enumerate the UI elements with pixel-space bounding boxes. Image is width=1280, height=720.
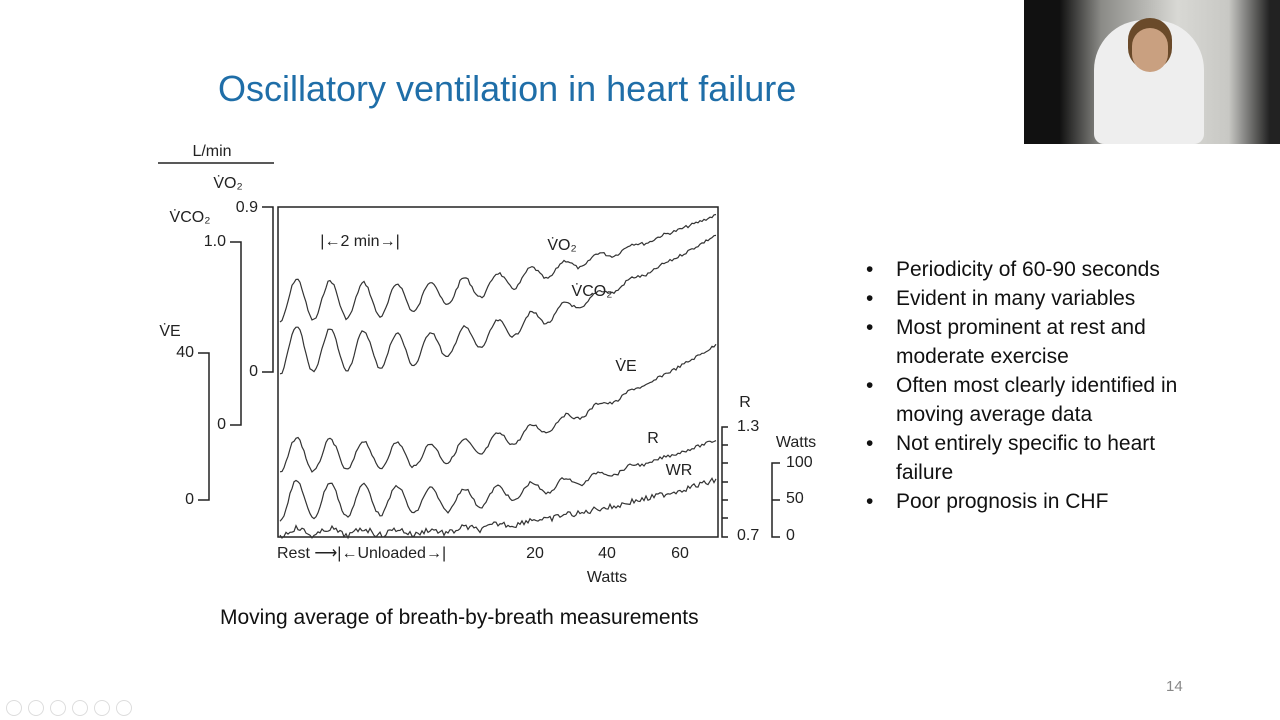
label: V̇CO₂ [572, 282, 613, 300]
page-number: 14 [1166, 678, 1183, 695]
slide-toolbar[interactable] [6, 700, 132, 716]
slide-title: Oscillatory ventilation in heart failure [218, 68, 797, 109]
bullet: Poor prognosis in CHF [866, 487, 1196, 516]
label: Rest ⟶|←Unloaded→| [277, 545, 446, 562]
label: WR [666, 462, 693, 479]
label: 1.3 [737, 418, 759, 435]
label: V̇E [615, 357, 636, 375]
label: 0 [185, 491, 194, 508]
figure-labels: L/min V̇O₂ V̇CO₂ 0.9 1.0 V̇E 40 0 0 0 |←… [159, 143, 816, 586]
label: 100 [786, 454, 813, 471]
trace [279, 213, 717, 323]
traces [279, 213, 717, 540]
label: 20 [526, 545, 544, 562]
label: 40 [598, 545, 616, 562]
label: 60 [671, 545, 689, 562]
label: Watts [587, 569, 627, 586]
bullet: Often most clearly identified in moving … [866, 371, 1196, 429]
label: V̇CO₂ [170, 208, 211, 226]
label: V̇O₂ [213, 174, 242, 192]
label: L/min [192, 143, 231, 160]
bullet: Evident in many variables [866, 284, 1196, 313]
label: R [647, 430, 659, 447]
label: |←2 min→| [320, 233, 399, 250]
label: R [739, 394, 751, 411]
label: 0.9 [236, 199, 258, 216]
trace [279, 234, 717, 375]
figure-frame [158, 162, 780, 538]
trace [279, 477, 717, 540]
label: V̇O₂ [547, 236, 576, 254]
video-thumbnail [1024, 0, 1280, 144]
label: 1.0 [204, 233, 226, 250]
caption: Moving average of breath-by-breath measu… [220, 606, 699, 629]
label: 0 [786, 527, 795, 544]
trace [279, 440, 717, 522]
bullet: Not entirely specific to heart failure [866, 429, 1196, 487]
label: 0.7 [737, 527, 759, 544]
trace [279, 343, 717, 473]
label: V̇E [159, 322, 180, 340]
bullet: Periodicity of 60-90 seconds [866, 255, 1196, 284]
bullet: Most prominent at rest and moderate exer… [866, 313, 1196, 371]
label: 0 [249, 363, 258, 380]
bullet-list: Periodicity of 60-90 secondsEvident in m… [866, 255, 1196, 516]
label: Watts [776, 434, 816, 451]
label: 0 [217, 416, 226, 433]
label: 40 [176, 344, 194, 361]
label: 50 [786, 490, 804, 507]
